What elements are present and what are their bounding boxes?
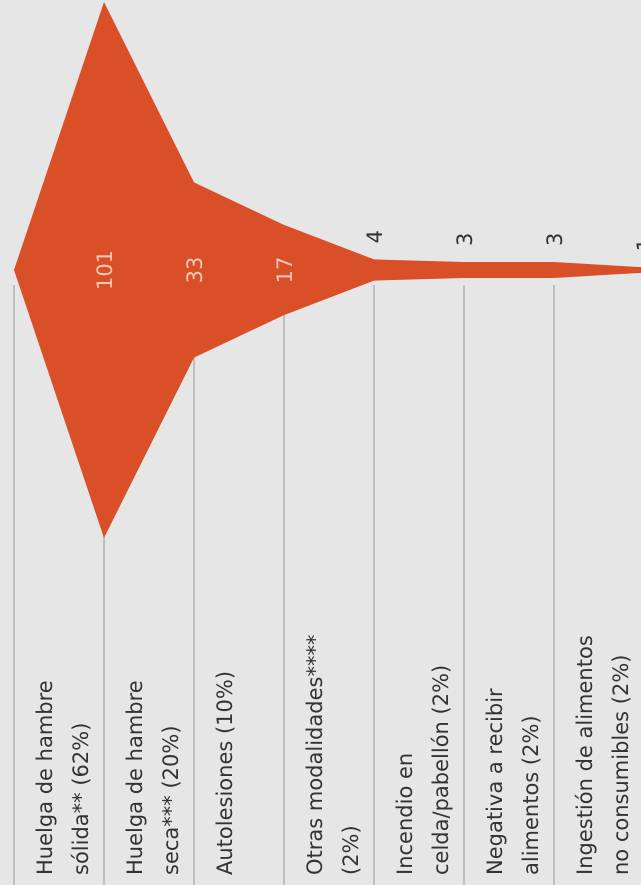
- category-label-line: (2%): [339, 825, 363, 875]
- category-label-line: alimentos (2%): [519, 715, 543, 875]
- value-labels: 10133174331: [93, 230, 641, 290]
- value-label: 101: [93, 250, 117, 290]
- category-label: Incendio en celda/pabellón (2%): [393, 665, 453, 875]
- category-label: Negativa a recibir alimentos (2%): [483, 688, 543, 875]
- category-label-line: seca*** (20%): [159, 725, 183, 875]
- funnel-shape-layer: [14, 2, 641, 538]
- value-label: 33: [183, 257, 207, 284]
- value-label: 4: [363, 230, 387, 243]
- category-label-line: Otras modalidades****: [303, 635, 327, 875]
- category-label-line: Autolesiones (10%): [213, 671, 237, 875]
- category-label-line: Huelga de hambre: [123, 680, 147, 875]
- category-label: Huelga de hambre sólida** (62%): [33, 680, 93, 875]
- category-label-line: celda/pabellón (2%): [429, 665, 453, 875]
- category-label: Huelga de hambre seca*** (20%): [123, 680, 183, 875]
- value-label: 3: [543, 233, 567, 246]
- category-label: Autolesiones (10%): [213, 671, 237, 875]
- category-label-line: Ingestión de alimentos: [573, 635, 597, 875]
- category-label-line: Incendio en: [393, 753, 417, 875]
- category-label-line: no consumibles (2%): [609, 655, 633, 875]
- value-label: 1: [633, 238, 641, 251]
- category-label: Otras modalidades**** (2%): [303, 635, 363, 875]
- category-label-line: Huelga de hambre: [33, 680, 57, 875]
- category-label-line: sólida** (62%): [69, 723, 93, 875]
- value-label: 17: [273, 257, 297, 284]
- category-labels: Huelga de hambre sólida** (62%) Huelga de …: [33, 635, 633, 875]
- funnel-area: [14, 2, 641, 538]
- value-label: 3: [453, 233, 477, 246]
- category-label-line: Negativa a recibir: [483, 688, 507, 875]
- category-label: Ingestión de alimentos no consumibles (2%…: [573, 635, 633, 875]
